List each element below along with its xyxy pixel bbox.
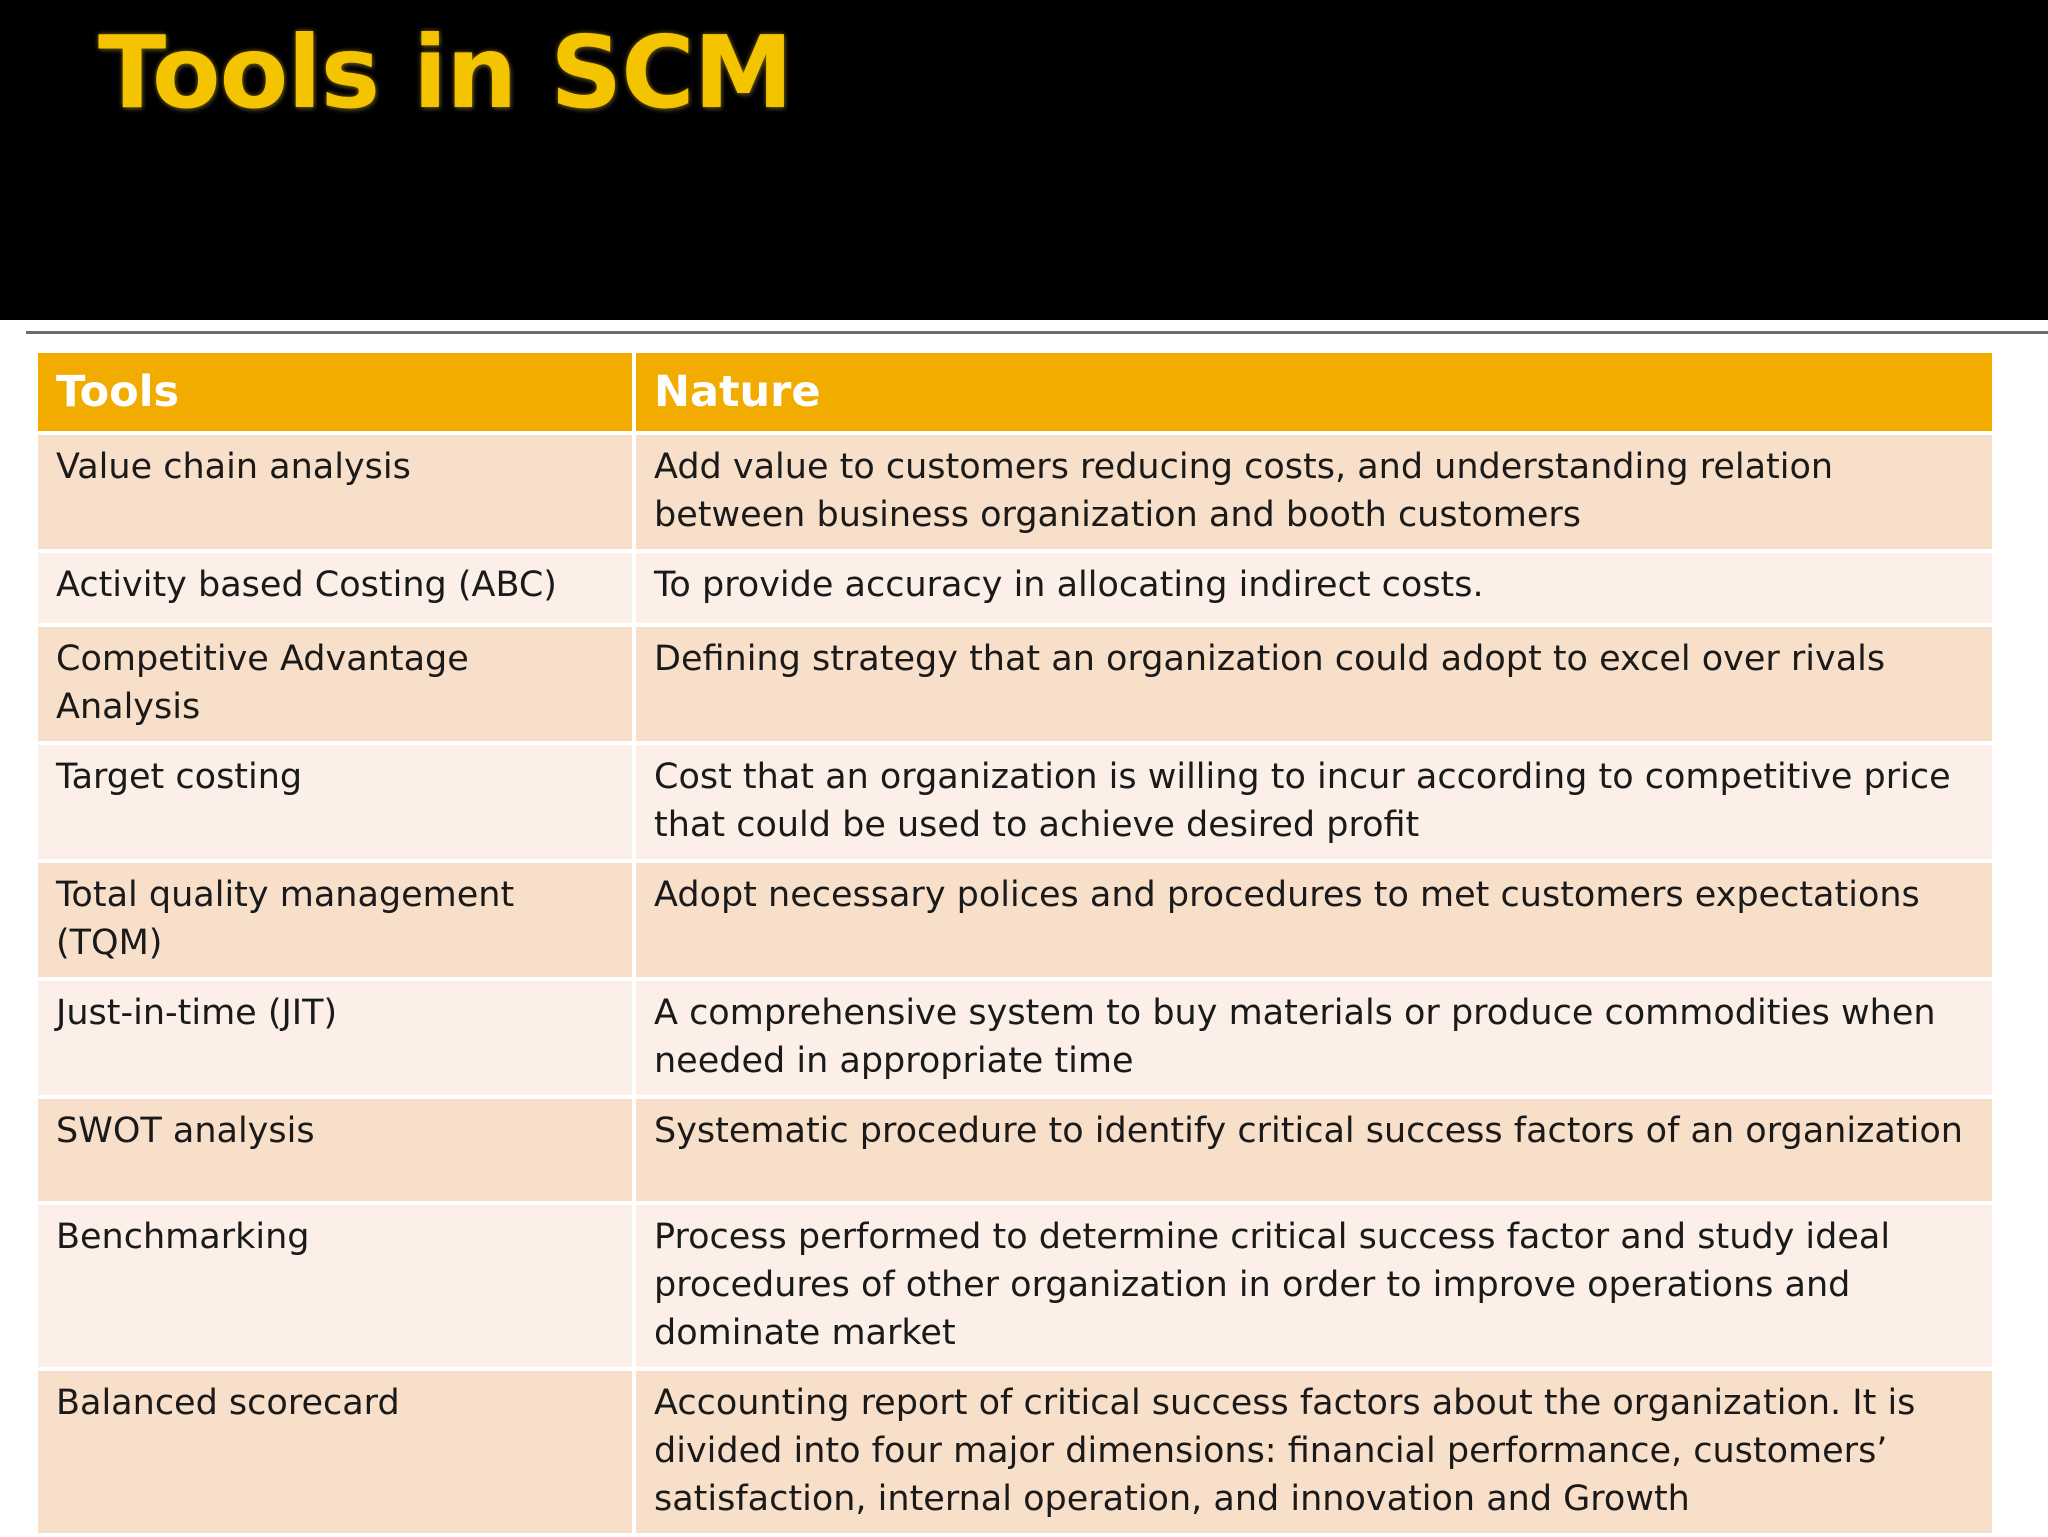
nature-cell: Process performed to determine critical …: [636, 1205, 1992, 1367]
nature-cell: Cost that an organization is willing to …: [636, 745, 1992, 859]
title-divider-line: [26, 331, 2048, 334]
nature-cell: Add value to customers reducing costs, a…: [636, 435, 1992, 549]
nature-cell: A comprehensive system to buy materials …: [636, 981, 1992, 1095]
header-tools: Tools: [38, 353, 632, 431]
nature-cell: Systematic procedure to identify critica…: [636, 1099, 1992, 1201]
table-row: Activity based Costing (ABC) To provide …: [38, 553, 1992, 623]
nature-cell: To provide accuracy in allocating indire…: [636, 553, 1992, 623]
table-row: Value chain analysis Add value to custom…: [38, 435, 1992, 549]
tool-cell: Balanced scorecard: [38, 1371, 632, 1533]
header-nature: Nature: [636, 353, 1992, 431]
nature-cell: Adopt necessary polices and procedures t…: [636, 863, 1992, 977]
table-row: SWOT analysis Systematic procedure to id…: [38, 1099, 1992, 1201]
title-bar: Tools in SCM: [0, 0, 2048, 320]
tools-table: Tools Nature Value chain analysis Add va…: [34, 349, 1996, 1537]
nature-cell: Accounting report of critical success fa…: [636, 1371, 1992, 1533]
nature-cell: Defining strategy that an organization c…: [636, 627, 1992, 741]
table-header-row: Tools Nature: [38, 353, 1992, 431]
tool-cell: Benchmarking: [38, 1205, 632, 1367]
tool-cell: SWOT analysis: [38, 1099, 632, 1201]
slide-title: Tools in SCM: [98, 14, 793, 131]
table-row: Benchmarking Process performed to determ…: [38, 1205, 1992, 1367]
tool-cell: Value chain analysis: [38, 435, 632, 549]
tool-cell: Competitive Advantage Analysis: [38, 627, 632, 741]
tool-cell: Just-in-time (JIT): [38, 981, 632, 1095]
table-row: Total quality management (TQM) Adopt nec…: [38, 863, 1992, 977]
table-row: Target costing Cost that an organization…: [38, 745, 1992, 859]
tool-cell: Total quality management (TQM): [38, 863, 632, 977]
table-row: Just-in-time (JIT) A comprehensive syste…: [38, 981, 1992, 1095]
table-row: Competitive Advantage Analysis Defining …: [38, 627, 1992, 741]
tool-cell: Activity based Costing (ABC): [38, 553, 632, 623]
table-row: Balanced scorecard Accounting report of …: [38, 1371, 1992, 1533]
tool-cell: Target costing: [38, 745, 632, 859]
title-divider-gap: [0, 320, 2048, 330]
